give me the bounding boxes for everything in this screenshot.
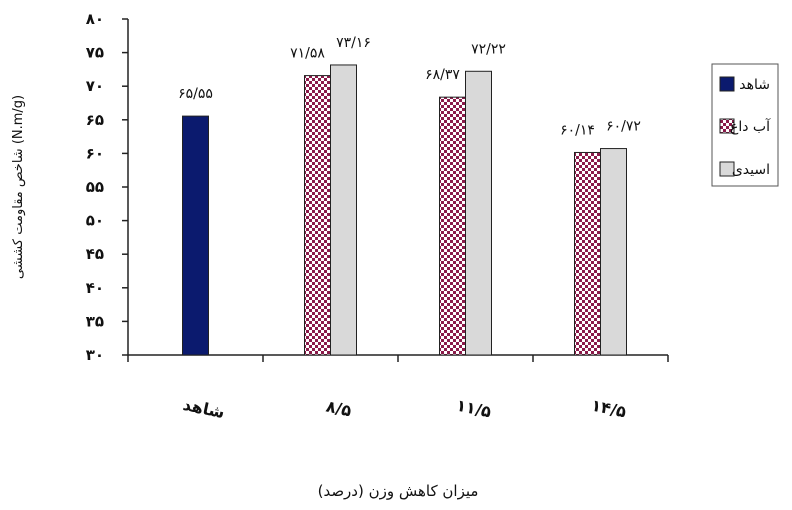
data-label: ۷۱/۵۸ — [290, 46, 325, 62]
bar-1-2 — [439, 96, 466, 356]
y-tick-label: ۶۰ — [86, 144, 104, 162]
bar-0-0 — [182, 115, 209, 356]
y-tick-label: ۳۰ — [86, 346, 104, 364]
bars — [182, 64, 627, 356]
y-tick-label: ۵۰ — [86, 212, 104, 230]
y-axis: ۳۰ ۳۵ ۴۰ ۴۵ ۵۰ ۵۵ ۶۰ ۶۵ ۷۰ ۷۵ ۸۰ — [86, 10, 129, 364]
x-category-label: ۸/۵ — [324, 397, 353, 421]
legend-swatch — [719, 161, 735, 177]
x-axis-title: میزان کاهش وزن (درصد) — [318, 482, 479, 500]
legend: شاهد آب داغ اسیدی — [711, 63, 779, 187]
y-tick-label: ۳۵ — [86, 312, 104, 330]
data-label: ۶۰/۱۴ — [560, 122, 595, 138]
bar-1-1 — [304, 75, 331, 356]
x-axis: شاهد ۸/۵ ۱۱/۵ ۱۴/۵ — [127, 354, 669, 422]
y-tick-label: ۷۰ — [86, 77, 104, 95]
bar-2-2 — [465, 70, 492, 356]
bar-1-3 — [574, 151, 601, 356]
data-label: ۶۵/۵۵ — [178, 86, 213, 102]
bar-2-3 — [600, 148, 627, 356]
y-axis-title: شاخص مقاومت کششی (N.m/g) — [11, 95, 26, 279]
y-tick-label: ۶۵ — [86, 111, 104, 129]
legend-swatch — [719, 118, 735, 134]
data-label: ۷۲/۲۲ — [471, 41, 506, 57]
y-tick-label: ۷۵ — [86, 44, 104, 62]
y-tick-label: ۵۵ — [86, 178, 104, 196]
data-label: ۷۳/۱۶ — [336, 35, 371, 51]
bar-2-1 — [330, 64, 357, 356]
legend-swatch — [719, 76, 735, 92]
y-tick-label: ۴۵ — [86, 245, 104, 263]
data-label: ۶۰/۷۲ — [606, 119, 641, 135]
x-category-label: ۱۴/۵ — [590, 396, 629, 422]
legend-label: اسیدی — [732, 162, 770, 178]
x-category-label: شاهد — [181, 395, 226, 422]
x-category-label: ۱۱/۵ — [455, 396, 494, 422]
legend-label: آب داغ — [730, 118, 771, 135]
y-tick-label: ۸۰ — [86, 10, 104, 28]
y-tick-label: ۴۰ — [86, 279, 104, 297]
data-label: ۶۸/۳۷ — [425, 67, 460, 83]
data-labels: ۶۵/۵۵ ۷۱/۵۸ ۷۳/۱۶ ۶۸/۳۷ ۷۲/۲۲ ۶۰/۱۴ ۶۰/۷۲ — [178, 35, 641, 138]
legend-label: شاهد — [739, 77, 770, 93]
